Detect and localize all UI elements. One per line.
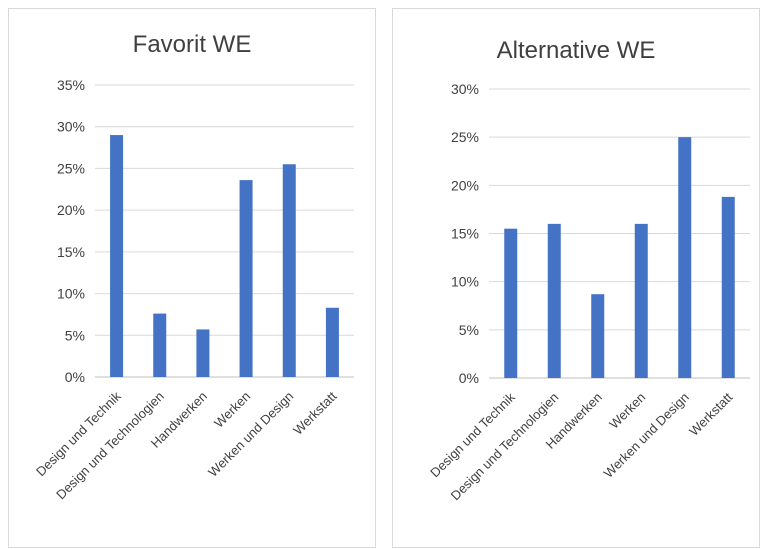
chart-title: Alternative WE	[496, 37, 656, 64]
bar	[547, 223, 561, 378]
bar	[196, 329, 210, 377]
x-tick-label: Werken	[606, 390, 648, 432]
x-tick-label: Werken	[211, 389, 253, 431]
bar	[504, 228, 518, 378]
bar	[153, 313, 167, 377]
bar	[239, 180, 253, 377]
y-tick-label: 20%	[57, 202, 85, 218]
y-tick-label: 20%	[451, 177, 479, 193]
chart-title: Favorit WE	[132, 31, 252, 58]
y-tick-label: 30%	[57, 119, 85, 135]
y-tick-label: 25%	[451, 129, 479, 145]
y-tick-label: 15%	[451, 226, 479, 242]
x-tick-label: Werkstatt	[290, 388, 340, 438]
y-tick-label: 30%	[451, 81, 479, 97]
bar	[634, 223, 648, 378]
y-tick-label: 10%	[451, 274, 479, 290]
bar	[282, 164, 296, 377]
x-tick-label: Werkstatt	[686, 389, 736, 439]
bar	[110, 135, 124, 377]
y-tick-label: 5%	[459, 322, 479, 338]
y-tick-label: 15%	[57, 244, 85, 260]
chart-svg-favorit: 0%5%10%15%20%25%30%35%Design und Technik…	[33, 77, 354, 502]
bar	[721, 196, 735, 378]
bar	[678, 137, 692, 378]
y-tick-label: 0%	[65, 369, 85, 385]
chart-svg-alternative: 0%5%10%15%20%25%30%Design und TechnikDes…	[427, 81, 750, 503]
y-tick-label: 10%	[57, 286, 85, 302]
bar	[325, 307, 339, 377]
y-tick-label: 25%	[57, 160, 85, 176]
y-tick-label: 0%	[459, 370, 479, 386]
x-tick-label: Werken und Design	[601, 390, 692, 481]
chart-panel-alternative: Alternative WE 0% 5% 10% 15% 20% 25% 30% Design…	[392, 8, 760, 548]
y-tick-label: 35%	[57, 77, 85, 93]
y-tick-label: 5%	[65, 327, 85, 343]
bar	[591, 294, 605, 378]
chart-panel-favorit: Favorit WE 0% 5% 10% 15% 20% 25% 30% 35% Design …	[8, 8, 376, 548]
x-tick-label: Werken und Design	[205, 389, 296, 480]
